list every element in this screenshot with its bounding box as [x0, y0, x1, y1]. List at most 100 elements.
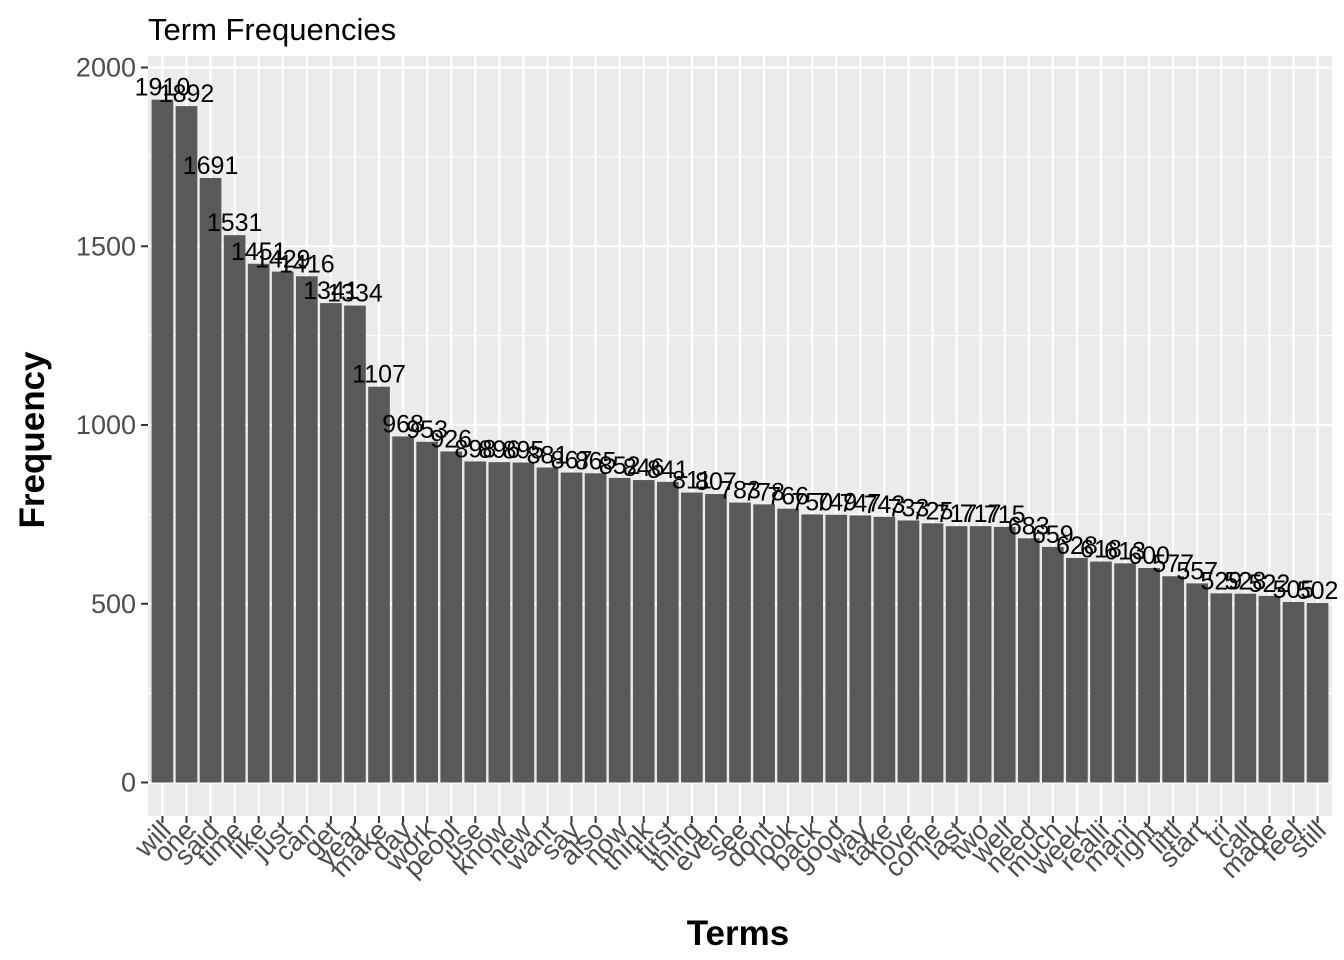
bar-first — [656, 481, 679, 783]
data-label-can: 1416 — [279, 250, 335, 278]
bar-mani — [1114, 563, 1136, 783]
data-label-also: 865 — [575, 447, 617, 475]
bars — [151, 99, 1329, 783]
data-label-said: 1691 — [183, 152, 239, 180]
bar-dont — [753, 504, 775, 783]
bar-year — [344, 305, 366, 783]
data-label-take: 743 — [864, 491, 906, 519]
bar-realli — [1090, 561, 1112, 783]
data-label-much: 659 — [1032, 521, 1074, 549]
data-label-work: 953 — [406, 416, 448, 444]
y-tick-label: 500 — [91, 589, 136, 619]
bar-know — [488, 462, 511, 783]
bar-way — [849, 515, 872, 783]
bar-right — [1138, 568, 1160, 783]
bar-come — [921, 523, 944, 783]
data-label-realli: 618 — [1080, 536, 1122, 564]
data-label-come: 725 — [912, 497, 954, 525]
data-label-two: 717 — [960, 500, 1002, 528]
bar-look — [777, 508, 799, 783]
data-label-even: 807 — [695, 468, 737, 496]
data-label-use: 898 — [454, 435, 496, 463]
bar-good — [825, 514, 848, 783]
bar-littl — [1162, 576, 1184, 783]
bar-need — [1017, 538, 1040, 783]
bar-work — [416, 441, 438, 783]
bar-see — [729, 502, 751, 783]
bar-time — [223, 235, 246, 783]
bar-day — [392, 436, 414, 783]
data-label-want: 881 — [527, 442, 569, 470]
data-label-mani: 613 — [1104, 537, 1146, 565]
data-label-know: 896 — [478, 436, 520, 464]
data-label-last: 717 — [936, 500, 978, 528]
data-label-dont: 778 — [743, 478, 785, 506]
bar-even — [705, 493, 727, 783]
bar-use — [464, 461, 487, 783]
y-axis: 0 500 1000 1500 2000 — [76, 53, 148, 798]
data-label-time: 1531 — [207, 209, 263, 237]
data-label-first: 841 — [647, 456, 689, 484]
bar-like — [247, 263, 270, 783]
data-label-one: 1892 — [159, 80, 215, 108]
data-label-will: 1910 — [135, 74, 191, 102]
bar-new — [512, 462, 535, 783]
data-label-way: 747 — [839, 489, 881, 517]
bar-still — [1306, 603, 1329, 783]
bar-made — [1258, 595, 1281, 783]
bar-week — [1066, 557, 1088, 783]
x-axis: willonesaidtimelikejustcangetyearmakeday… — [128, 815, 1332, 884]
bar-can — [296, 276, 318, 783]
data-label-feel: 505 — [1273, 576, 1315, 604]
data-label-still: 502 — [1297, 577, 1339, 605]
bar-last — [945, 526, 968, 783]
data-label-new: 895 — [503, 437, 545, 465]
data-label-littl: 577 — [1152, 550, 1194, 578]
data-label-make: 1107 — [352, 361, 406, 389]
bar-peopl — [440, 451, 463, 783]
bar-two — [969, 526, 992, 783]
bar-call — [1234, 593, 1257, 783]
bar-love — [897, 520, 920, 783]
data-label-get: 1341 — [303, 277, 359, 305]
data-label-good: 749 — [815, 489, 857, 517]
data-label-tri: 529 — [1200, 567, 1242, 595]
data-label-think: 846 — [623, 454, 665, 482]
bar-make — [368, 386, 390, 783]
bar-think — [632, 480, 655, 783]
y-axis-title: Frequency — [13, 351, 52, 529]
y-tick-label: 0 — [121, 768, 136, 798]
data-label-peopl: 926 — [430, 425, 472, 453]
data-label-well: 715 — [984, 501, 1026, 529]
bar-start — [1186, 583, 1209, 783]
bar-also — [584, 473, 607, 783]
data-label-year: 1334 — [327, 280, 383, 308]
data-label-week: 628 — [1056, 532, 1098, 560]
data-label-start: 557 — [1176, 557, 1218, 585]
x-axis-title: Terms — [687, 914, 789, 953]
data-label-see: 783 — [719, 477, 761, 505]
data-label-right: 600 — [1128, 542, 1170, 570]
data-label-like: 1451 — [231, 238, 287, 266]
bar-thing — [681, 492, 703, 783]
data-label-just: 1429 — [255, 246, 311, 274]
bar-back — [801, 514, 824, 783]
bar-feel — [1282, 601, 1305, 783]
data-label-day: 968 — [382, 410, 424, 438]
data-label-love: 733 — [888, 494, 930, 522]
bar-want — [536, 467, 559, 783]
y-tick-label: 1500 — [76, 231, 136, 261]
bar-will — [151, 99, 174, 783]
bar-said — [199, 177, 222, 783]
data-label-made: 522 — [1249, 570, 1291, 598]
data-label-call: 528 — [1225, 568, 1267, 596]
bar-say — [560, 472, 583, 783]
bar-one — [175, 106, 198, 783]
bar-much — [1042, 546, 1064, 783]
data-label-look: 766 — [767, 483, 809, 511]
data-label-say: 867 — [551, 447, 593, 475]
data-label-need: 683 — [1008, 512, 1050, 540]
bar-take — [873, 516, 896, 783]
